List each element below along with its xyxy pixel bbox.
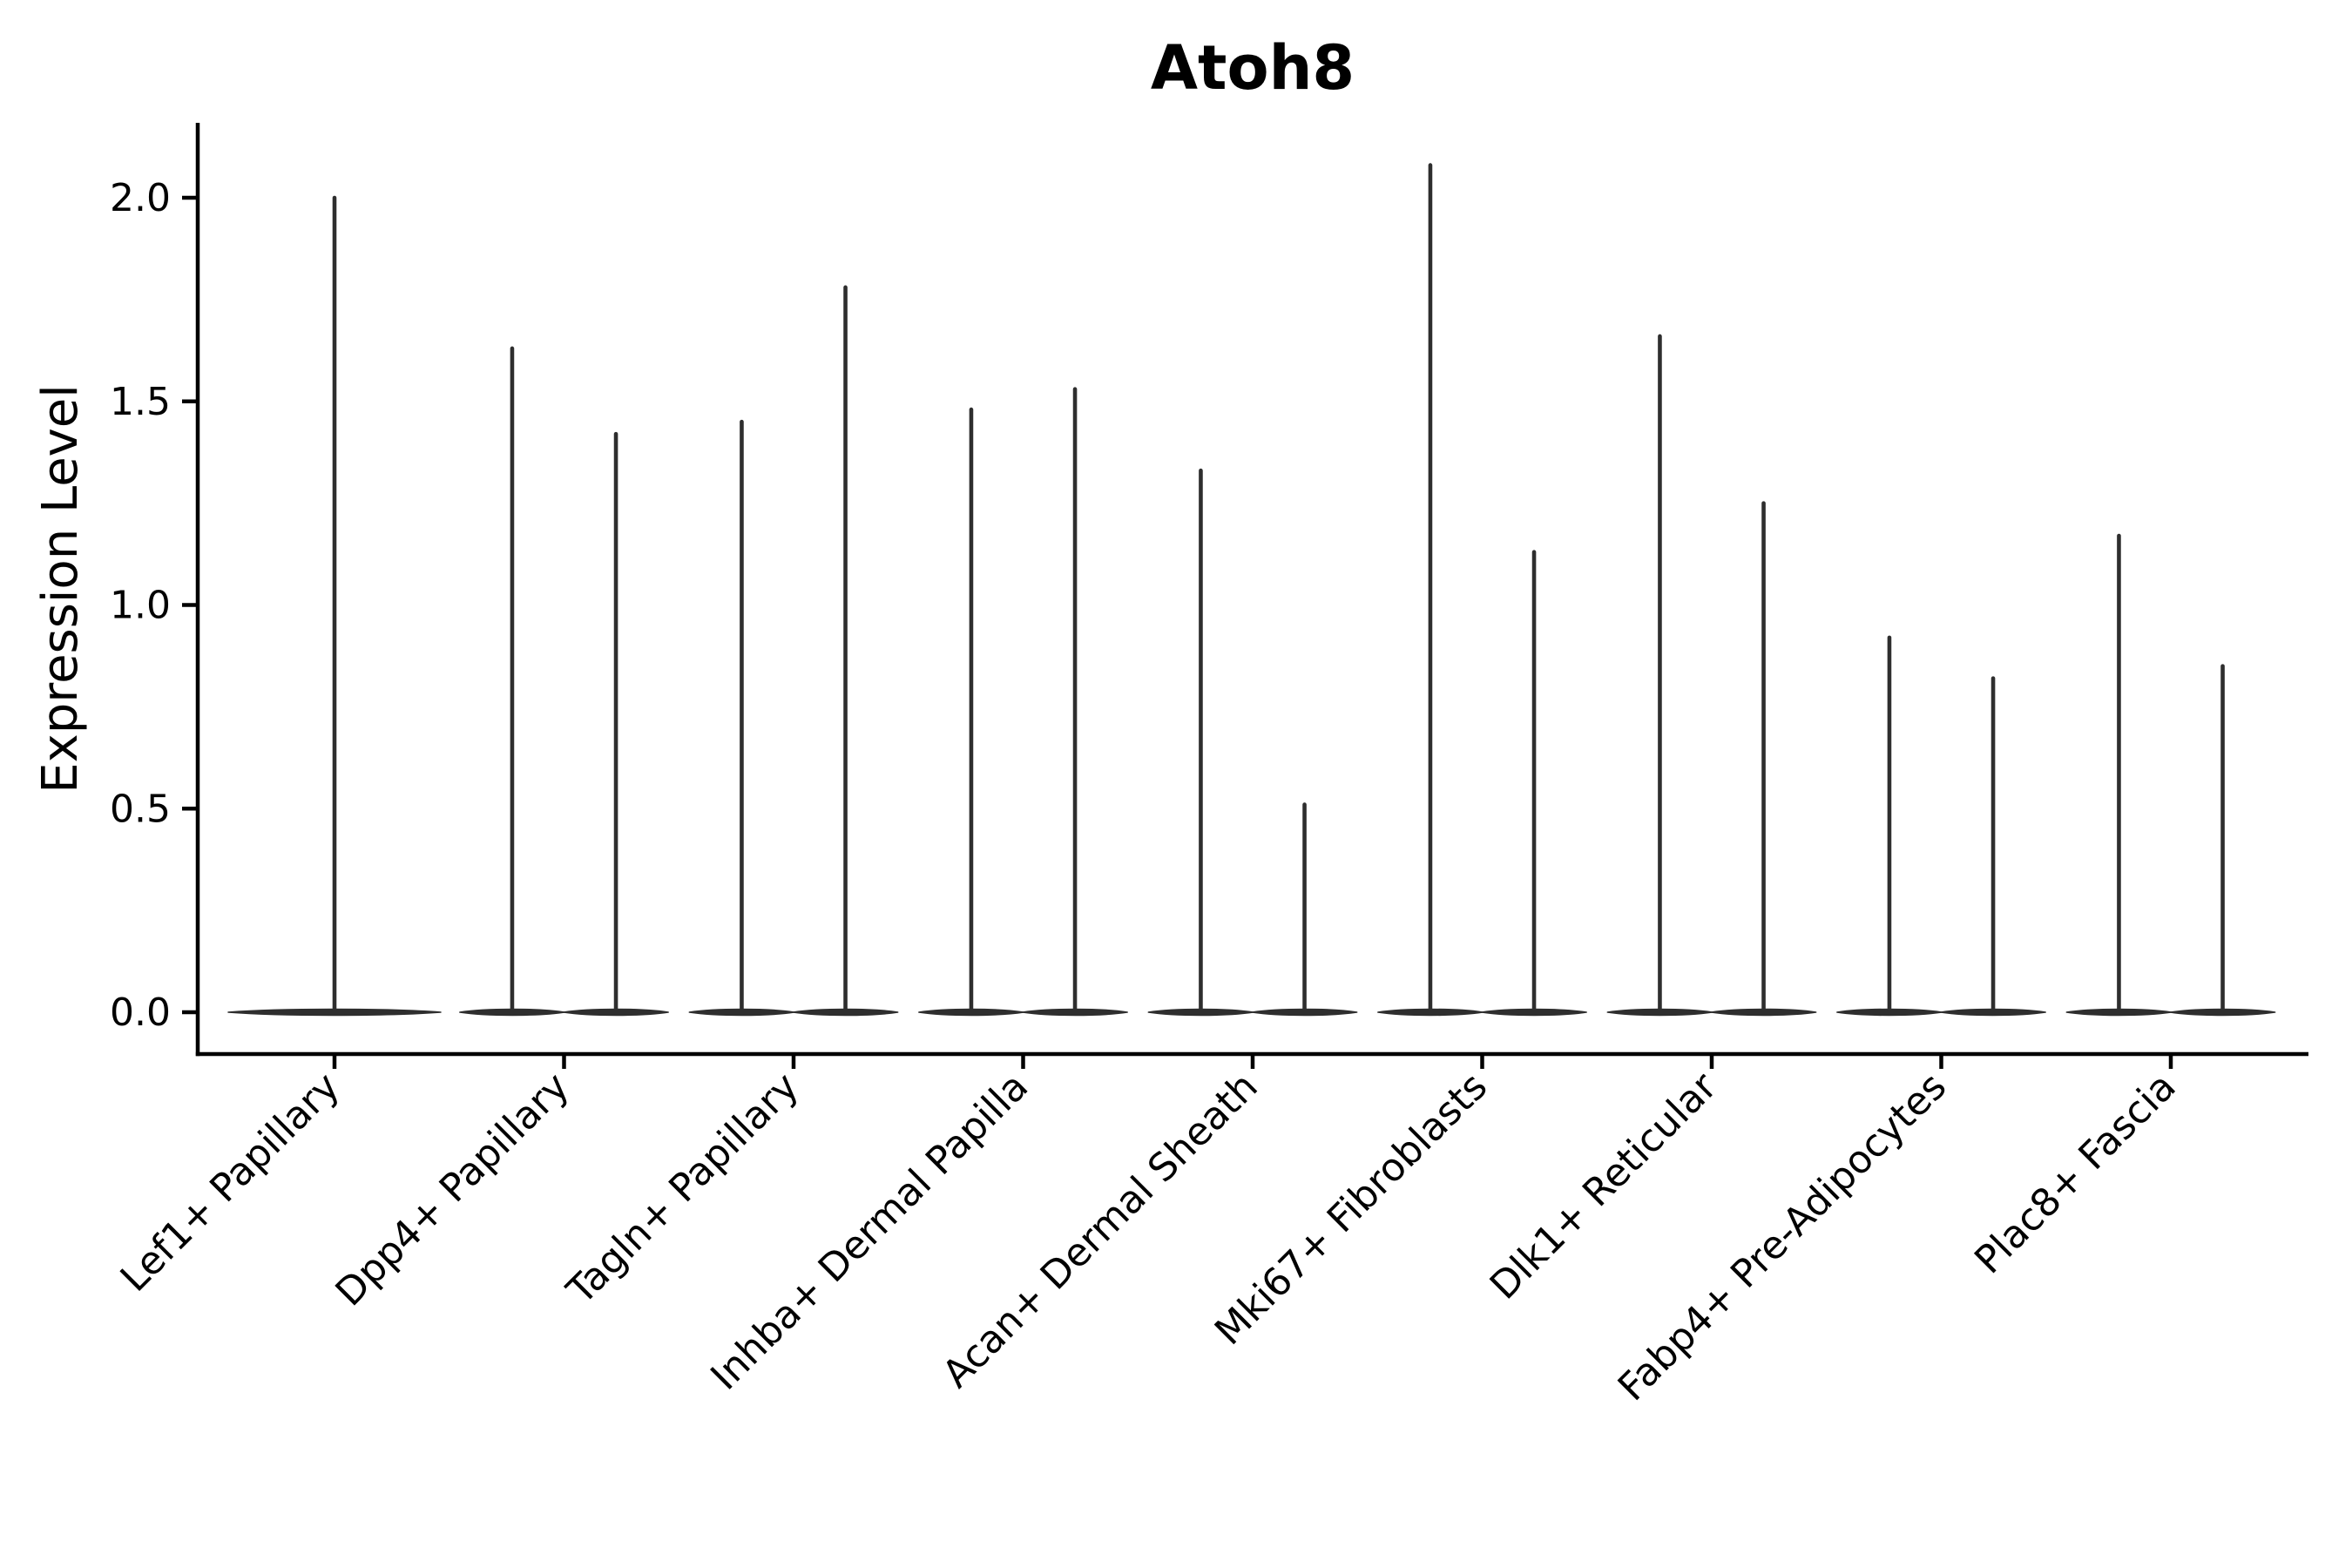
y-tick-label: 2.0 — [110, 176, 171, 220]
x-tick-label: Tagln+ Papillary — [558, 1064, 808, 1314]
x-tick-label: Lef1+ Papillary — [112, 1064, 348, 1301]
x-tick-label: Dlk1+ Reticular — [1482, 1064, 1727, 1308]
x-tick-label: Dpp4+ Papillary — [328, 1064, 578, 1315]
chart-title: Atoh8 — [1151, 32, 1355, 104]
y-tick-label: 1.0 — [110, 584, 171, 628]
x-tick-label: Plac8+ Fascia — [1966, 1064, 2185, 1283]
y-tick-label: 0.0 — [110, 990, 171, 1035]
y-tick-label: 1.5 — [110, 380, 171, 424]
y-tick-label: 0.5 — [110, 787, 171, 831]
y-axis-title: Expression Level — [32, 384, 89, 794]
violins-layer — [227, 163, 2276, 1017]
